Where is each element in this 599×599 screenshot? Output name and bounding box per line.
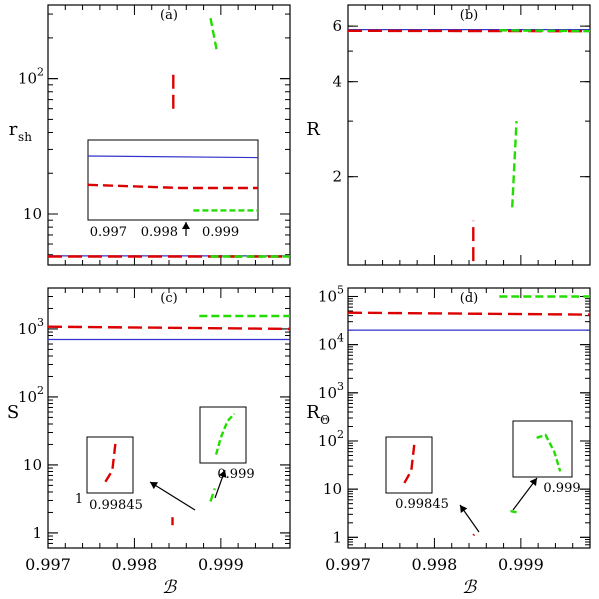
inset-arrow-head — [182, 222, 190, 229]
inset-series-red-0 — [104, 442, 117, 483]
x-tick-label: 0.999 — [198, 555, 244, 574]
y-tick-label: 10 — [318, 287, 337, 305]
y-axis-label-subscript: Θ — [320, 413, 330, 427]
inset-tick-label: 0.999 — [217, 467, 254, 482]
y-tick-label-exponent: 2 — [337, 428, 344, 441]
inset-frame — [385, 436, 433, 494]
inset: 0.999 — [199, 406, 255, 499]
y-axis-label: R — [306, 402, 320, 423]
series-green-3 — [511, 121, 518, 208]
series-red-1 — [347, 311, 591, 316]
y-axis-label: R — [306, 119, 320, 140]
y-tick-label: 10 — [18, 70, 37, 88]
y-tick-label-exponent: 3 — [37, 316, 44, 329]
y-tick-label: 10 — [23, 456, 42, 474]
y-axis-label: S — [7, 402, 19, 423]
inset-frame — [512, 420, 573, 478]
inset-tick-label: 0.999 — [202, 225, 239, 240]
x-tick-label: 0.998 — [412, 555, 458, 574]
y-tick-label: 10 — [18, 388, 37, 406]
inset-series-blue-0 — [87, 155, 259, 159]
inset-tick-label: 0.998 — [141, 225, 178, 240]
series-green-4 — [499, 29, 591, 33]
x-axis-label: ℬ — [162, 577, 178, 598]
series-green-3 — [209, 17, 218, 50]
inset-tick-label: 0.99845 — [395, 497, 449, 512]
y-tick-label: 1 — [332, 528, 342, 546]
inset: 0.99845 — [385, 436, 480, 533]
panel-b: 2 4 6 R (b) — [306, 4, 591, 266]
series-green-3 — [209, 488, 216, 502]
inset-series-red-0 — [403, 442, 416, 484]
y-tick-label-exponent: 2 — [37, 384, 44, 397]
inset: 0.997 0.998 0.999 — [87, 139, 259, 240]
series-red-1 — [47, 325, 291, 331]
inset-tick-label: 1 — [75, 492, 83, 507]
panel-label: (d) — [460, 291, 478, 306]
inset-tick-label: 0.997 — [90, 225, 127, 240]
inset-arrow-head — [529, 478, 537, 486]
panel-label: (b) — [460, 8, 478, 23]
plot-frame — [347, 4, 591, 266]
y-tick-label-exponent: 5 — [337, 283, 344, 296]
y-tick-label: 10 — [323, 480, 342, 498]
y-tick-label: 10 — [318, 384, 337, 402]
inset: 0.999 — [512, 420, 581, 511]
x-axis-label: ℬ — [462, 577, 478, 598]
y-tick-label: 10 — [23, 205, 42, 223]
inset-frame — [87, 139, 259, 221]
y-tick-label: 2 — [332, 168, 342, 186]
y-tick-label: 1 — [32, 524, 42, 542]
inset-series-green-0 — [536, 433, 562, 472]
y-tick-label-exponent: 3 — [337, 380, 344, 393]
y-tick-label: 10 — [318, 336, 337, 354]
panel-label: (c) — [160, 291, 177, 306]
x-tick-label: 0.998 — [112, 555, 158, 574]
y-tick-label-exponent: 2 — [37, 66, 44, 79]
plot-frame — [347, 287, 591, 549]
x-tick-label: 0.997 — [25, 555, 71, 574]
y-axis-label: r — [9, 119, 18, 140]
y-tick-label-exponent: 4 — [337, 332, 344, 345]
inset-series-green-0 — [214, 412, 236, 455]
inset-series-red-1 — [87, 183, 258, 190]
inset-tick-label: 0.99845 — [89, 498, 143, 513]
y-tick-label: 4 — [332, 73, 342, 91]
y-tick-label: 10 — [318, 432, 337, 450]
inset-arrow-head — [150, 482, 159, 490]
panel-label: (a) — [160, 8, 178, 23]
inset-arrow — [149, 481, 196, 511]
inset-tick-label: 0.999 — [543, 481, 580, 496]
x-tick-label: 0.999 — [498, 555, 544, 574]
inset-arrow-head — [460, 505, 468, 513]
y-axis-label-subscript: sh — [18, 130, 32, 144]
inset-frame — [86, 436, 134, 494]
y-tick-label: 6 — [332, 17, 342, 35]
series-green-3 — [510, 509, 517, 514]
inset-arrow-head — [218, 470, 227, 478]
inset: 1 0.99845 — [75, 436, 196, 513]
y-tick-label: 10 — [18, 320, 37, 338]
series-red-2 — [472, 533, 476, 537]
x-tick-label: 0.997 — [325, 555, 371, 574]
